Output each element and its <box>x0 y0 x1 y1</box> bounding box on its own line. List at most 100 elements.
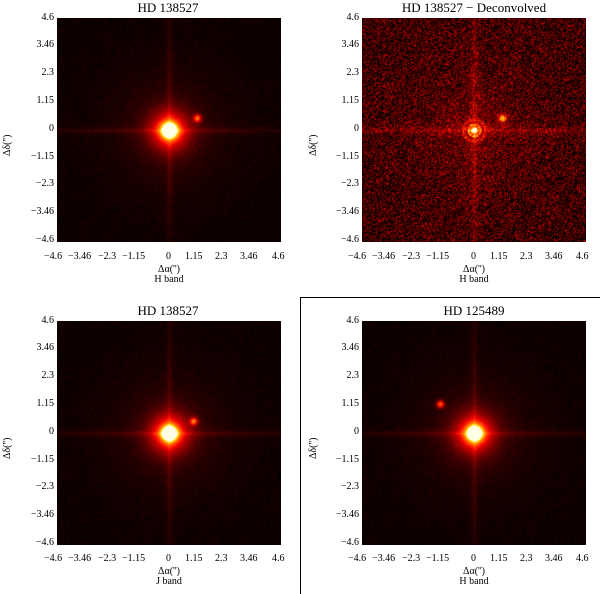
image-canvas <box>57 18 281 242</box>
y-tick-label: −3.46 <box>335 509 359 520</box>
x-axis-label: Δα('') <box>158 264 180 275</box>
y-tick-label: 1.15 <box>36 398 55 409</box>
y-tick-label: 3.46 <box>341 39 360 50</box>
x-tick-label: 4.6 <box>576 251 589 262</box>
x-tick-label: 4.6 <box>576 553 589 564</box>
x-tick-label: 1.15 <box>185 553 203 564</box>
x-tick-label: −2.3 <box>402 251 421 262</box>
x-tick-label: 4.6 <box>272 553 285 564</box>
image-canvas <box>362 321 586 545</box>
y-tick-label: 0 <box>354 426 359 437</box>
panel-title: HD 138527 <box>137 303 199 318</box>
y-axis-label: Δδ('') <box>308 437 319 459</box>
y-tick-label: −4.6 <box>35 234 54 245</box>
y-tick-label: −3.46 <box>30 509 54 520</box>
x-tick-label: −3.46 <box>372 553 396 564</box>
y-tick-label: −1.15 <box>335 454 359 465</box>
x-tick-label: 4.6 <box>272 251 285 262</box>
y-tick-label: −4.6 <box>340 234 359 245</box>
x-tick-label: 3.46 <box>545 251 563 262</box>
x-tick-label: −1.15 <box>426 553 450 564</box>
y-tick-label: −1.15 <box>30 454 54 465</box>
y-tick-label: −2.3 <box>35 178 54 189</box>
panel-top-left: HD 138527 4.6 3.46 2.3 1.15 0 −1.15 −2.3… <box>0 0 300 297</box>
y-tick-label: 4.6 <box>41 315 55 326</box>
x-tick-label: 0 <box>166 553 171 564</box>
star-image <box>362 18 586 242</box>
y-tick-label: −1.15 <box>335 151 359 162</box>
x-tick-label: 1.15 <box>490 251 508 262</box>
image-canvas <box>362 18 586 242</box>
x-tick-label: −3.46 <box>68 553 92 564</box>
band-label: J band <box>156 576 182 587</box>
x-tick-label: 3.46 <box>545 553 563 564</box>
panel-bottom-right: HD 125489 4.6 3.46 2.3 1.15 0 −1.15 −2.3… <box>300 297 600 594</box>
x-axis-label: Δα('') <box>463 264 485 275</box>
y-tick-label: −2.3 <box>35 481 54 492</box>
x-axis-label: Δα('') <box>158 566 180 577</box>
band-label: H band <box>459 576 489 587</box>
panel-title: HD 125489 <box>443 303 505 318</box>
x-tick-label: 0 <box>471 553 476 564</box>
y-tick-label: −3.46 <box>335 206 359 217</box>
y-tick-label: 2.3 <box>41 67 55 78</box>
y-tick-label: 3.46 <box>341 342 360 353</box>
y-tick-label: 2.3 <box>346 67 360 78</box>
x-axis-label: Δα('') <box>463 566 485 577</box>
y-tick-label: −1.15 <box>30 151 54 162</box>
y-tick-label: −2.3 <box>340 481 359 492</box>
band-label: H band <box>459 274 489 285</box>
x-tick-label: 1.15 <box>185 251 203 262</box>
panel-bottom-left: HD 138527 4.6 3.46 2.3 1.15 0 −1.15 −2.3… <box>0 297 300 594</box>
y-axis-label: Δδ('') <box>2 134 13 156</box>
x-tick-label: 3.46 <box>240 553 258 564</box>
panel-top-right: HD 138527 − Deconvolved 4.6 3.46 2.3 1.1… <box>300 0 600 297</box>
y-tick-label: 1.15 <box>36 95 55 106</box>
y-tick-label: 1.15 <box>341 95 360 106</box>
panel-title: HD 138527 − Deconvolved <box>401 0 547 15</box>
x-tick-label: 3.46 <box>240 251 258 262</box>
x-tick-label: −4.6 <box>44 553 63 564</box>
y-tick-label: 0 <box>49 426 54 437</box>
x-tick-label: 2.3 <box>520 251 533 262</box>
y-tick-label: 4.6 <box>346 12 360 23</box>
image-canvas <box>57 321 281 545</box>
x-tick-label: −1.15 <box>122 553 146 564</box>
y-tick-label: 0 <box>49 123 54 134</box>
x-tick-label: 0 <box>471 251 476 262</box>
x-tick-label: 2.3 <box>215 553 228 564</box>
x-tick-label: 1.15 <box>490 553 508 564</box>
band-label: H band <box>154 274 184 285</box>
y-tick-label: 3.46 <box>36 342 55 353</box>
star-image <box>57 321 281 545</box>
y-tick-label: 1.15 <box>341 398 360 409</box>
x-tick-label: −2.3 <box>402 553 421 564</box>
y-tick-label: 2.3 <box>41 370 55 381</box>
x-tick-label: −3.46 <box>372 251 396 262</box>
panel-frame-top <box>300 297 600 298</box>
panel-frame-left <box>300 297 301 594</box>
x-tick-label: −1.15 <box>122 251 146 262</box>
x-tick-label: −2.3 <box>98 553 117 564</box>
y-tick-label: 4.6 <box>41 12 55 23</box>
x-tick-label: 2.3 <box>520 553 533 564</box>
x-tick-label: −2.3 <box>98 251 117 262</box>
y-tick-label: −4.6 <box>35 537 54 548</box>
x-tick-label: −4.6 <box>348 251 367 262</box>
x-tick-label: −3.46 <box>68 251 92 262</box>
y-tick-label: 0 <box>354 123 359 134</box>
star-image <box>57 18 281 242</box>
y-axis-label: Δδ('') <box>2 437 13 459</box>
y-tick-label: 4.6 <box>346 315 360 326</box>
x-tick-label: −4.6 <box>348 553 367 564</box>
x-tick-label: −4.6 <box>44 251 63 262</box>
y-tick-label: 3.46 <box>36 39 55 50</box>
x-tick-label: 0 <box>166 251 171 262</box>
x-tick-label: 2.3 <box>215 251 228 262</box>
y-axis-label: Δδ('') <box>308 134 319 156</box>
panel-title: HD 138527 <box>137 0 199 15</box>
y-tick-label: 2.3 <box>346 370 360 381</box>
y-tick-label: −3.46 <box>30 206 54 217</box>
y-tick-label: −4.6 <box>340 537 359 548</box>
star-image <box>362 321 586 545</box>
